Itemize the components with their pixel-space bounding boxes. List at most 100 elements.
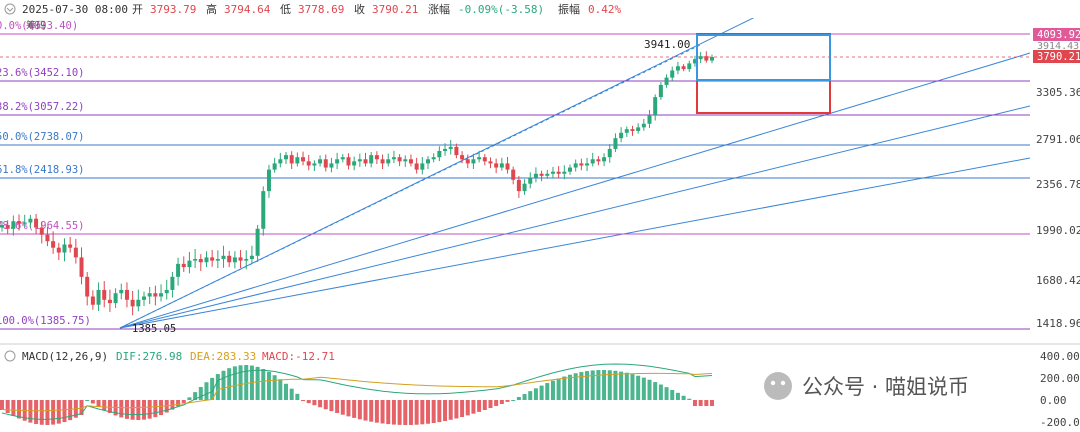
- macd-bar-100: [568, 374, 572, 400]
- macd-bar-83: [471, 400, 476, 414]
- macd-bar-28: [159, 400, 164, 416]
- macd-bar-116: [658, 384, 663, 400]
- candle-body-105: [596, 159, 601, 162]
- candle-body-10: [56, 247, 61, 253]
- candle-body-115: [653, 97, 658, 116]
- candle-body-61: [346, 157, 351, 166]
- candle-body-106: [602, 157, 607, 162]
- macd-bar-5: [28, 400, 33, 423]
- macd-bar-115: [653, 382, 658, 400]
- macd-bar-11: [62, 400, 67, 423]
- macd-bar-21: [119, 400, 124, 418]
- macd-dea: DEA:283.33: [190, 350, 256, 363]
- candle-body-101: [573, 163, 578, 168]
- candle-body-13: [73, 247, 78, 258]
- header-bg: [0, 0, 1080, 18]
- macd-bar-7: [39, 400, 44, 425]
- candle-body-62: [352, 161, 357, 166]
- candle-body-85: [482, 157, 487, 162]
- macd-bar-119: [675, 392, 680, 400]
- macd-bar-78: [443, 400, 448, 422]
- candle-body-87: [494, 163, 499, 168]
- candle-body-38: [215, 259, 220, 261]
- candle-body-64: [363, 159, 368, 164]
- open-label: 开: [132, 3, 143, 16]
- candle-body-28: [159, 293, 164, 297]
- candle-body-76: [431, 157, 436, 160]
- macd-tick-0: 400.00: [1040, 350, 1080, 363]
- macd-bar-98: [556, 378, 561, 400]
- chevron-down-icon: [6, 7, 14, 12]
- fan-line-1: [119, 52, 1031, 329]
- macd-bar-50: [284, 383, 288, 400]
- candle-body-27: [153, 293, 158, 297]
- candle-body-122: [692, 59, 697, 64]
- change-label: 涨幅: [428, 3, 450, 16]
- candle-body-125: [710, 57, 714, 61]
- macd-bar-62: [352, 400, 357, 418]
- candle-body-114: [647, 115, 652, 124]
- candle-body-2: [11, 221, 16, 229]
- macd-bar-9: [51, 400, 56, 425]
- macd-bar-40: [227, 368, 232, 400]
- candle-body-60: [340, 157, 345, 160]
- macd-bar-64: [363, 400, 368, 421]
- macd-value: MACD:-12.71: [262, 350, 335, 363]
- candle-body-77: [437, 151, 442, 158]
- macd-bar-27: [153, 400, 158, 418]
- price-tick-1: 2791.06: [1036, 133, 1080, 146]
- fib-label-6: 100.0%(1385.75): [0, 315, 91, 327]
- candle-body-81: [460, 155, 465, 160]
- macd-bar-12: [68, 400, 73, 421]
- macd-bar-123: [698, 400, 703, 406]
- macd-bar-125: [710, 400, 714, 406]
- candle-body-95: [539, 173, 544, 176]
- candle-body-109: [619, 132, 624, 139]
- candle-body-24: [136, 299, 141, 307]
- candle-body-44: [249, 255, 254, 260]
- macd-bar-23: [130, 400, 135, 420]
- price-tick-3: 1990.02: [1036, 224, 1080, 237]
- macd-bar-117: [664, 387, 669, 400]
- macd-bar-80: [454, 400, 459, 419]
- macd-bar-56: [318, 400, 323, 408]
- close-value: 3790.21: [372, 3, 418, 16]
- candle-body-53: [301, 157, 306, 162]
- candle-body-120: [681, 66, 686, 70]
- change-value: -0.09%(-3.58): [458, 3, 544, 16]
- macd-bar-38: [215, 374, 220, 400]
- high-label: 高: [206, 2, 217, 16]
- candle-body-12: [68, 244, 73, 248]
- price-tick-5: 1418.96: [1036, 317, 1080, 330]
- candle-body-63: [357, 159, 362, 162]
- candle-body-49: [278, 159, 283, 164]
- candle-body-121: [687, 63, 692, 70]
- macd-bar-48: [272, 375, 277, 400]
- candle-body-73: [414, 163, 419, 170]
- macd-bar-58: [329, 400, 334, 412]
- collapse-icon: [4, 3, 16, 15]
- candle-body-48: [272, 163, 277, 170]
- candle-body-4: [22, 222, 27, 224]
- candle-body-34: [193, 259, 198, 261]
- candle-body-110: [624, 129, 629, 133]
- wechat-icon: [764, 372, 792, 400]
- candle-body-108: [613, 138, 618, 149]
- candle-body-6: [34, 218, 39, 228]
- candle-body-68: [386, 159, 391, 164]
- macd-bar-26: [147, 400, 152, 419]
- fib-fan-lines: [119, 0, 1031, 329]
- amplitude-value: 0.42%: [588, 3, 621, 16]
- macd-bar-49: [278, 379, 283, 400]
- macd-bar-69: [391, 400, 396, 425]
- macd-bar-81: [460, 400, 465, 417]
- macd-bar-103: [585, 371, 590, 400]
- macd-bar-102: [579, 372, 584, 400]
- macd-bar-8: [45, 400, 50, 425]
- macd-bar-55: [312, 400, 317, 406]
- candle-body-66: [374, 155, 379, 160]
- candle-body-118: [670, 70, 675, 78]
- candle-body-92: [522, 183, 527, 192]
- candle-body-54: [306, 161, 311, 166]
- candle-body-82: [465, 159, 470, 164]
